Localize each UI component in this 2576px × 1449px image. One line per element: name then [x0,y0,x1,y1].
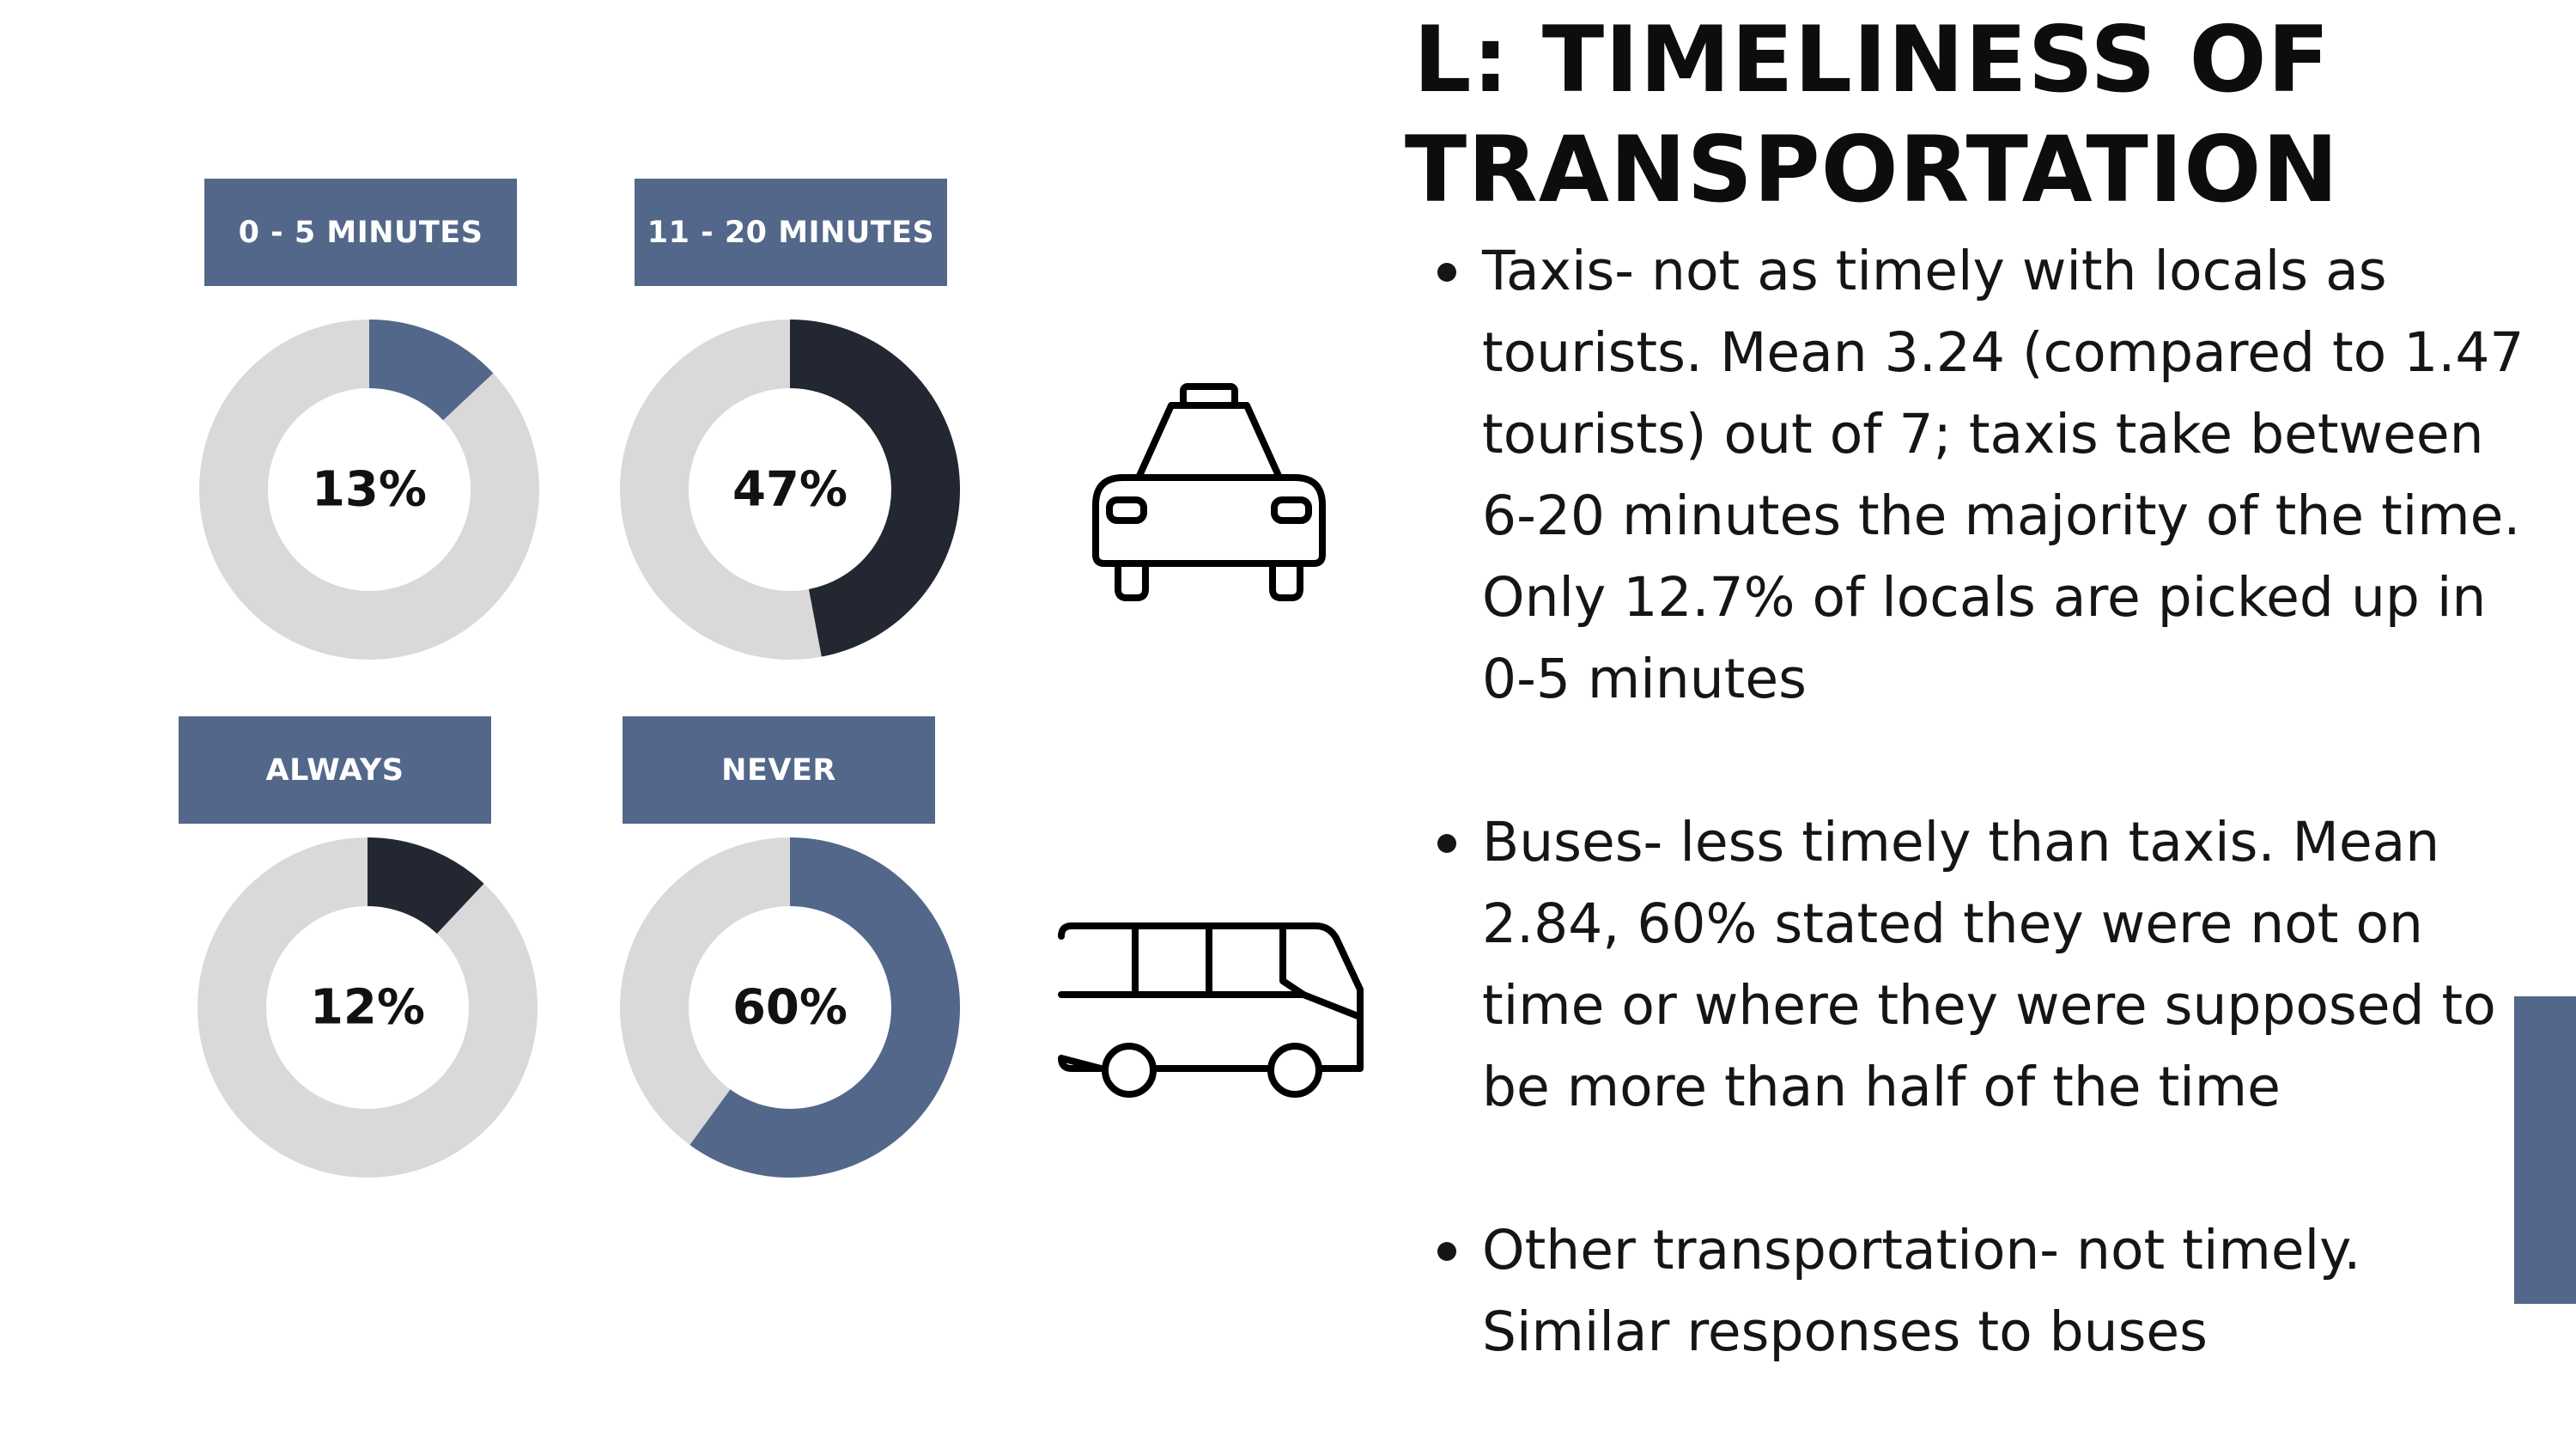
donut-value-arc [199,320,539,660]
donut-value-arc [620,837,960,1178]
chart-label-text: 0 - 5 MINUTES [238,215,483,250]
bus-icon [1058,922,1364,1098]
finding-text: Taxis- not as timely with locals as tour… [1482,240,2524,710]
donut-chart-always: 12% [197,837,538,1178]
finding-buses: Buses- less timely than taxis. Mean 2.84… [1417,801,2533,1128]
chart-label-text: 11 - 20 MINUTES [647,215,935,250]
decorative-side-bar [2514,996,2576,1304]
chart-label-0-5-minutes: 0 - 5 MINUTES [204,179,517,286]
donut-center-value: 13% [312,462,427,518]
chart-label-text: NEVER [721,752,836,788]
donut-center-value: 60% [732,980,848,1036]
chart-label-11-20-minutes: 11 - 20 MINUTES [635,179,947,286]
donut-value-arc [197,837,538,1178]
donut-chart-never: 60% [620,837,960,1178]
donut-center-value: 12% [310,980,425,1036]
donut-value-arc [620,320,960,660]
chart-label-always: ALWAYS [179,716,491,824]
taxi-icon [1092,383,1326,601]
chart-label-never: NEVER [623,716,935,824]
chart-label-text: ALWAYS [265,752,404,788]
findings-list: Taxis- not as timely with locals as tour… [1417,230,2533,1373]
finding-text: Buses- less timely than taxis. Mean 2.84… [1482,811,2496,1118]
bullet-dot [1437,834,1456,853]
donut-chart-11-20-minutes: 47% [620,320,960,660]
donut-chart-0-5-minutes: 13% [199,320,539,660]
finding-other-transportation: Other transportation- not timely. Simila… [1417,1209,2533,1373]
donut-center-value: 47% [732,462,848,518]
bullet-dot [1437,263,1456,282]
finding-text: Other transportation- not timely. Simila… [1482,1219,2361,1363]
finding-taxis: Taxis- not as timely with locals as tour… [1417,230,2533,720]
bullet-dot [1437,1242,1456,1261]
page-title: L: TIMELINESS OF TRANSPORTATION [1404,7,2340,222]
